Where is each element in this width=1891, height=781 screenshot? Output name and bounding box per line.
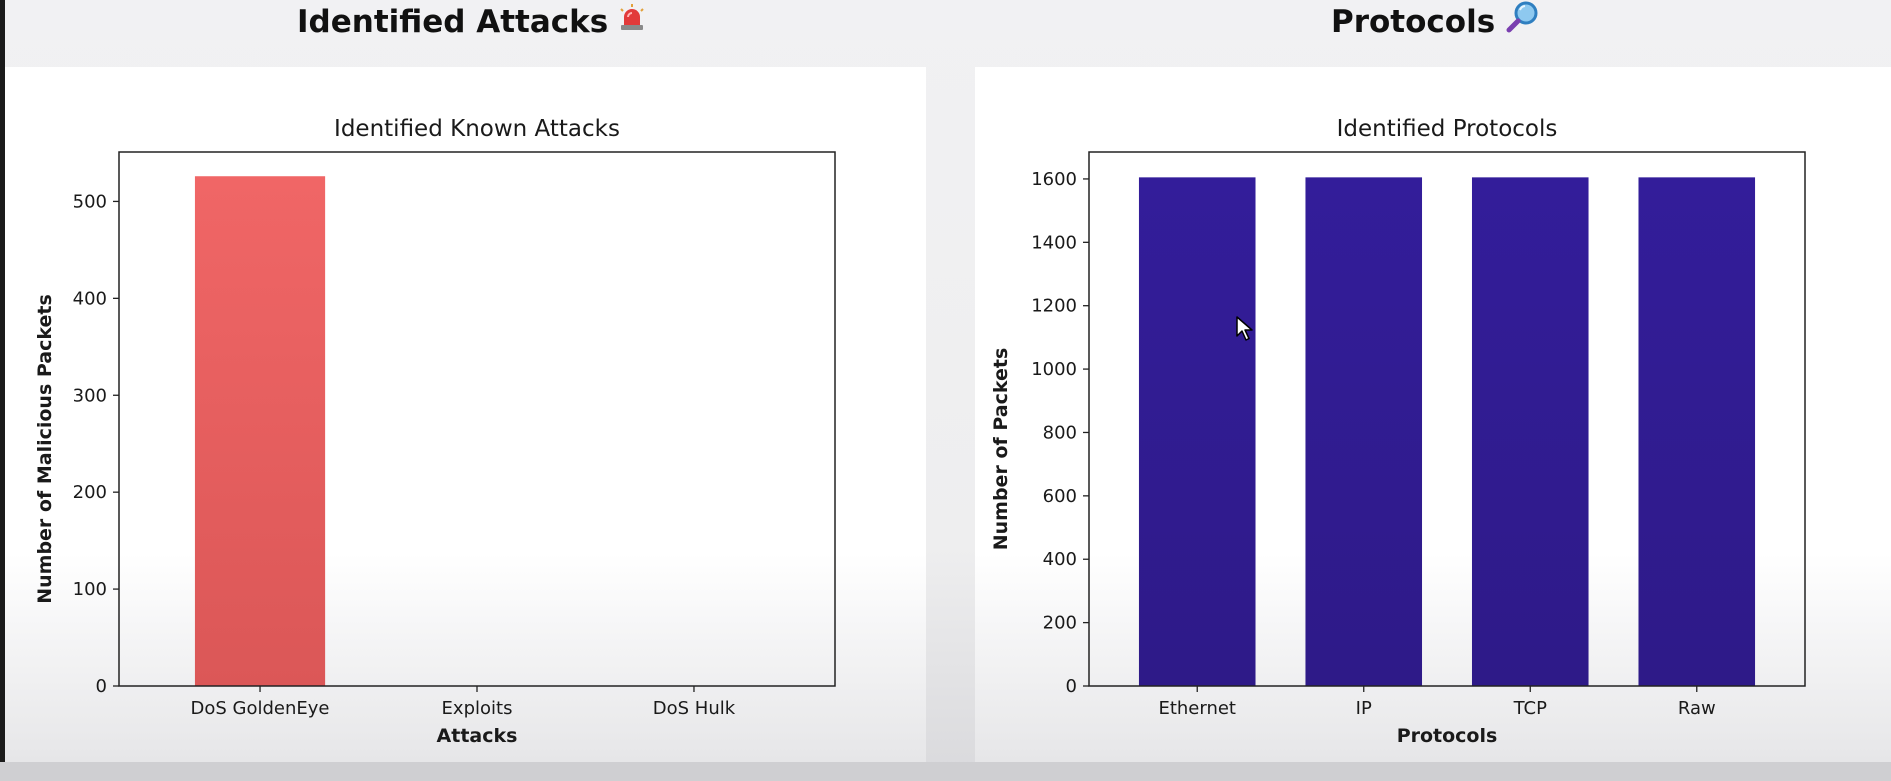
protocols-y-tick-label-6: 1200 xyxy=(1031,296,1077,317)
attacks-bar-0 xyxy=(194,176,326,686)
protocols-section-title-text: Protocols xyxy=(1331,4,1496,40)
attacks-y-tick-label-1: 100 xyxy=(73,579,107,600)
attacks-y-tick-label-0: 0 xyxy=(96,676,107,697)
attacks-x-axis-label: Attacks xyxy=(437,725,518,747)
attacks-x-tick-label-2: DoS Hulk xyxy=(653,698,736,719)
protocols-bar-0 xyxy=(1138,177,1256,686)
protocols-y-tick-label-3: 600 xyxy=(1043,486,1077,507)
protocols-y-tick-label-7: 1400 xyxy=(1031,232,1077,253)
attacks-y-axis-label: Number of Malicious Packets xyxy=(34,294,56,604)
attacks-chart-title: Identified Known Attacks xyxy=(334,116,620,142)
attacks-x-tick-label-0: DoS GoldenEye xyxy=(191,698,330,719)
protocols-x-tick-label-3: Raw xyxy=(1678,698,1716,719)
attacks-plot-frame xyxy=(118,151,836,687)
protocols-y-tick-label-5: 1000 xyxy=(1031,359,1077,380)
attacks-chart-panel: Identified Known Attacks DoS GoldenEye Ex… xyxy=(5,67,926,762)
attacks-y-tick-label-2: 200 xyxy=(73,482,107,503)
protocols-plot-frame xyxy=(1088,151,1806,687)
protocols-y-tick-label-8: 1600 xyxy=(1031,169,1077,190)
protocols-x-tick-label-2: TCP xyxy=(1513,698,1548,719)
protocols-bar-2 xyxy=(1471,177,1589,686)
attacks-y-tick-label-3: 300 xyxy=(73,385,107,406)
protocols-x-tick-label-0: Ethernet xyxy=(1158,698,1236,719)
attacks-x-tick-label-1: Exploits xyxy=(442,698,513,719)
attacks-bar-chart: Identified Known Attacks DoS GoldenEye Ex… xyxy=(34,116,836,747)
attacks-y-tick-label-5: 500 xyxy=(73,191,107,212)
protocols-bar-chart: Identified Protocols Ethernet IP TCP Raw 0 20… xyxy=(990,116,1806,747)
protocols-y-axis-label: Number of Packets xyxy=(990,348,1012,551)
protocols-chart-title: Identified Protocols xyxy=(1337,116,1558,142)
attacks-y-tick-label-4: 400 xyxy=(73,288,107,309)
mouse-pointer-icon xyxy=(1236,316,1254,346)
attacks-section-title-text: Identified Attacks xyxy=(297,4,609,40)
protocols-y-tick-label-0: 0 xyxy=(1066,676,1077,697)
bottom-band xyxy=(0,762,1891,781)
protocols-y-tick-label-2: 400 xyxy=(1043,549,1077,570)
protocols-y-tick-label-4: 800 xyxy=(1043,422,1077,443)
protocols-section-title: Protocols xyxy=(1331,0,1541,45)
window-edge xyxy=(0,0,5,781)
protocols-x-tick-label-1: IP xyxy=(1356,698,1372,719)
magnifying-glass-icon xyxy=(1505,1,1541,46)
protocols-bar-1 xyxy=(1305,177,1423,686)
protocols-x-axis-label: Protocols xyxy=(1397,725,1498,747)
protocols-chart-panel: Identified Protocols Ethernet IP TCP Raw 0 20… xyxy=(975,67,1891,762)
protocols-y-tick-label-1: 200 xyxy=(1043,613,1077,634)
attacks-section-title: Identified Attacks xyxy=(297,0,646,45)
protocols-bar-3 xyxy=(1638,177,1756,686)
rotating-light-icon xyxy=(618,1,646,46)
